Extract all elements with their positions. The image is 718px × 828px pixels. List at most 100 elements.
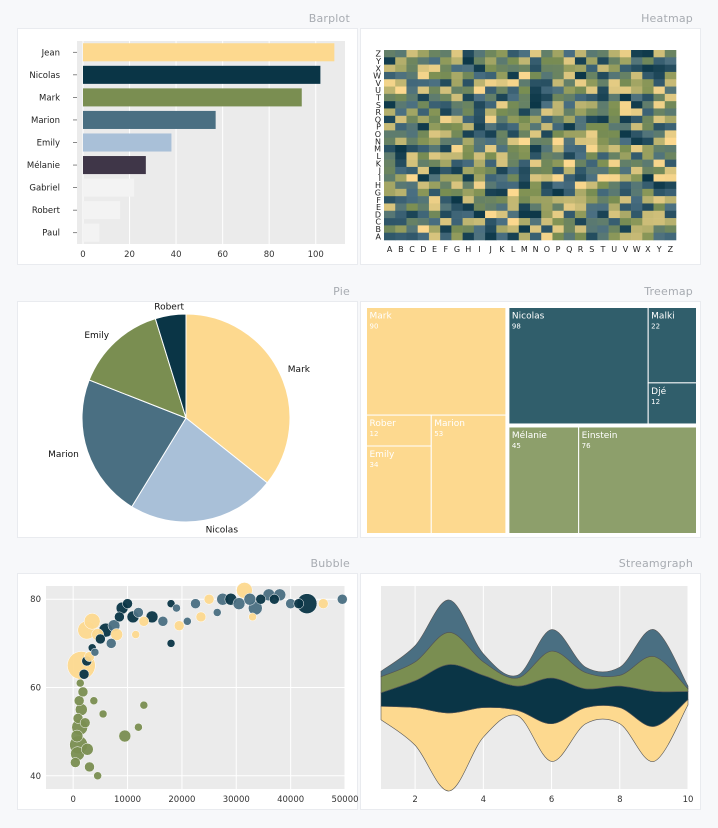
pie-label: Nicolas: [206, 525, 239, 535]
streamgraph-title: Streamgraph: [618, 557, 693, 570]
heatmap-y-label: Y: [375, 57, 381, 66]
heatmap-cell: [608, 137, 621, 146]
bar-mark: [83, 88, 302, 107]
heatmap-x-label: A: [387, 245, 393, 254]
barplot-y-tick-label: Gabriel: [29, 184, 60, 194]
heatmap-cell: [642, 159, 654, 168]
heatmap-cell: [462, 225, 475, 233]
bubble-point: [75, 678, 85, 688]
heatmap-cell: [586, 50, 598, 58]
heatmap-cell: [417, 71, 430, 80]
heatmap-cell: [541, 115, 553, 124]
heatmap-cell: [485, 57, 497, 65]
bubble-x-tick-label: 40000: [277, 795, 304, 805]
heatmap-cell: [608, 115, 621, 124]
heatmap-cell: [507, 93, 520, 102]
heatmap-cell: [473, 203, 486, 212]
heatmap-cell: [642, 145, 654, 153]
heatmap-cell: [473, 79, 486, 87]
heatmap-cell: [473, 93, 486, 102]
heatmap-cell: [496, 181, 508, 190]
heatmap-cell: [664, 123, 677, 131]
heatmap-cell: [462, 166, 475, 175]
heatmap-cell: [440, 145, 452, 153]
bar-gabriel: [83, 178, 135, 197]
heatmap-cell: [518, 196, 531, 204]
heatmap-cell: [417, 79, 430, 87]
heatmap-cell: [586, 159, 598, 168]
heatmap-cell: [428, 101, 441, 109]
heatmap-y-label: T: [375, 94, 381, 103]
heatmap-cell: [518, 79, 531, 87]
heatmap-cell: [631, 152, 643, 160]
heatmap-cell: [653, 64, 666, 73]
heatmap-cell: [518, 210, 531, 219]
heatmap-x-label: K: [499, 245, 505, 254]
heatmap-cell: [417, 137, 430, 146]
heatmap-cell: [451, 115, 463, 124]
heatmap-cell: [496, 166, 508, 175]
heatmap-cell: [597, 225, 609, 233]
heatmap-cell: [608, 210, 621, 219]
heatmap-cell: [384, 166, 396, 175]
heatmap-cell: [619, 101, 632, 109]
heatmap-y-label: L: [377, 152, 382, 161]
heatmap-cell: [451, 232, 463, 241]
bubble-chart: 0 10000 20000 30000 40000 50000 40 60 80: [30, 582, 359, 805]
heatmap-x-label: J: [489, 245, 492, 254]
heatmap-cell: [530, 50, 542, 58]
heatmap-cell: [384, 159, 396, 168]
heatmap-cell: [451, 152, 463, 160]
barplot-y-tick-label: Marion: [31, 116, 60, 126]
heatmap-cell: [395, 188, 407, 197]
heatmap-cell: [541, 86, 553, 95]
heatmap-cell: [574, 203, 587, 212]
heatmap-cell: [597, 159, 609, 168]
heatmap-cell: [574, 64, 587, 73]
heatmap-cell: [428, 188, 441, 197]
heatmap-x-label: T: [600, 245, 606, 254]
heatmap-cell: [496, 225, 508, 233]
heatmap-cell: [552, 71, 564, 80]
bubble-x-tick-label: 0: [70, 795, 75, 805]
heatmap-x-label: W: [633, 245, 641, 254]
heatmap-chart: A B C D E F G H I J K L M N O P Q R S T U V W X Y ZABCDEFGHIJKLMN…: [373, 50, 677, 254]
heatmap-y-label: E: [376, 203, 381, 212]
bubble-point: [318, 598, 329, 609]
bubble-point: [90, 647, 100, 657]
heatmap-cell: [440, 115, 452, 124]
heatmap-cell: [417, 57, 430, 65]
bubble-point: [212, 608, 222, 617]
heatmap-cell: [507, 181, 520, 190]
heatmap-cell: [428, 130, 441, 138]
heatmap-cell: [518, 137, 531, 146]
heatmap-cell: [518, 152, 531, 160]
heatmap-cell: [451, 196, 463, 204]
streamgraph-card: 2 4 6 8 10: [360, 573, 701, 810]
heatmap-cell: [395, 152, 407, 160]
heatmap-cell: [574, 115, 587, 124]
heatmap-cell: [530, 79, 542, 87]
heatmap-cell: [406, 188, 418, 197]
heatmap-cell: [586, 57, 598, 65]
heatmap-cell: [473, 115, 486, 124]
heatmap-cell: [496, 108, 508, 117]
heatmap-cell: [619, 71, 632, 80]
heatmap-cell: [440, 64, 452, 73]
heatmap-cell: [485, 108, 497, 117]
heatmap-cell: [496, 86, 508, 95]
pie-slice-mark: [185, 313, 291, 484]
bar-paul: [83, 223, 100, 242]
heatmap-cell: [462, 218, 475, 226]
heatmap-cell: [530, 159, 542, 168]
heatmap-cell: [653, 71, 666, 80]
heatmap-cell: [384, 137, 396, 146]
heatmap-cell: [664, 101, 677, 109]
bubble-point: [203, 593, 215, 605]
heatmap-cell: [664, 93, 677, 102]
heatmap-cell: [473, 101, 486, 109]
heatmap-cell: [451, 64, 463, 73]
heatmap-cell: [586, 174, 598, 182]
treemap-cell-value: 22: [651, 323, 660, 331]
